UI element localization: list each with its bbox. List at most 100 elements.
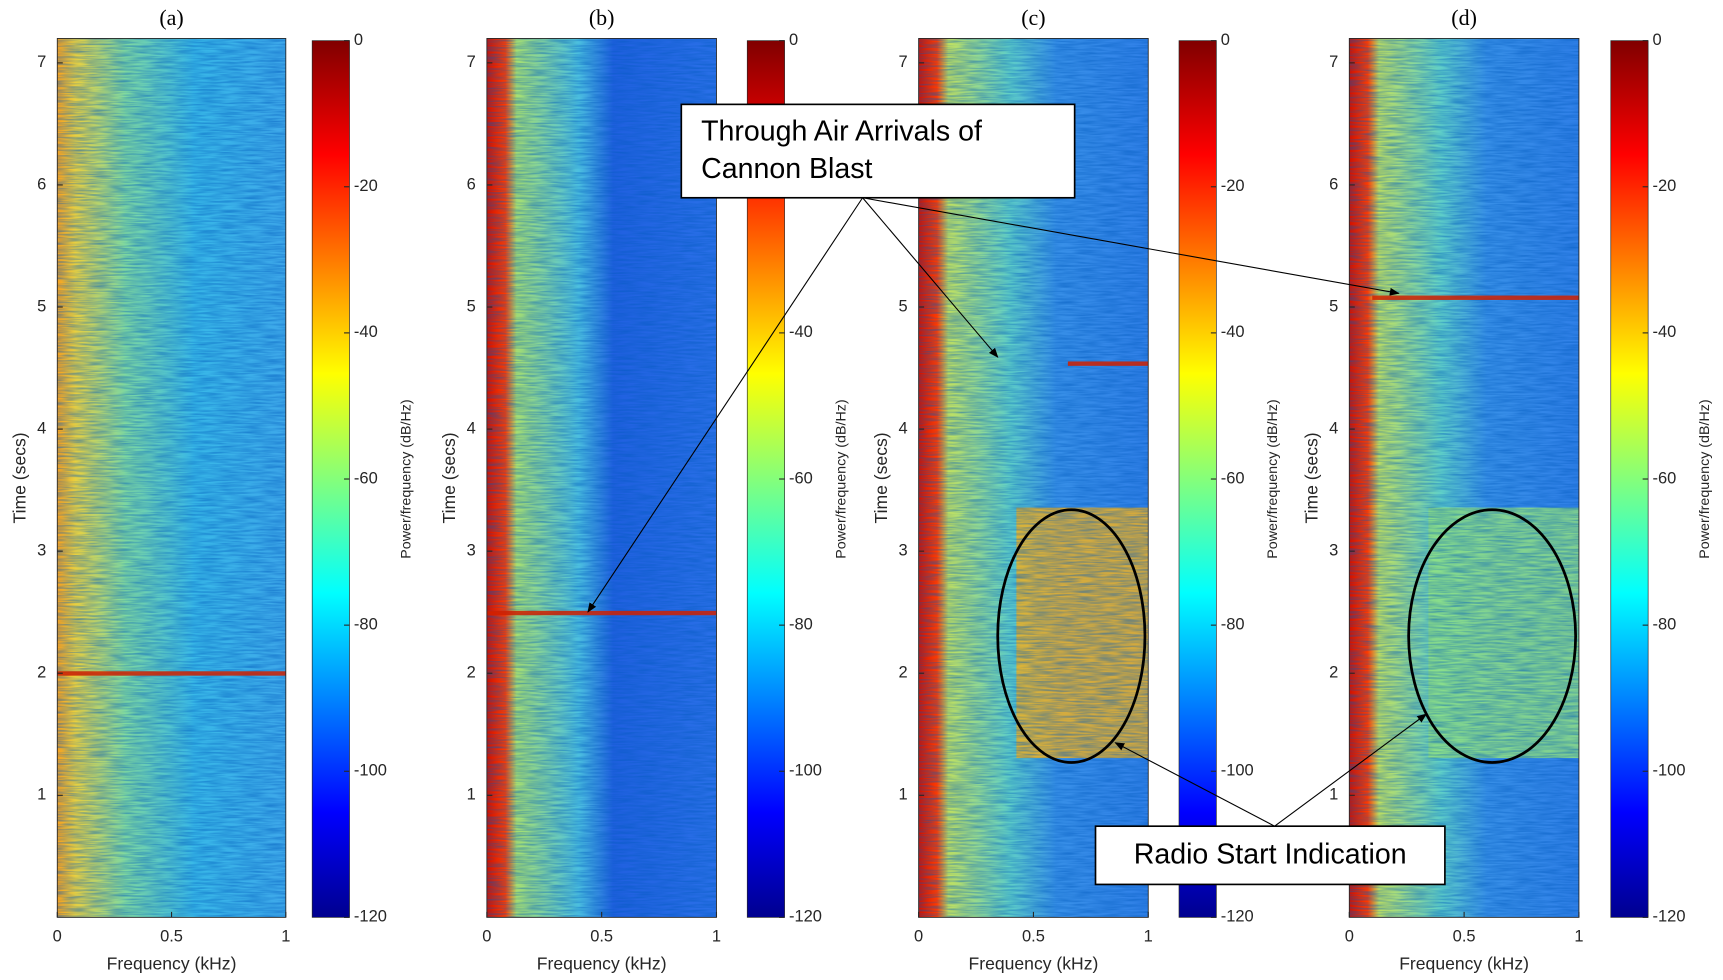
colorbar-label: Power/frequency (dB/Hz) [833, 399, 849, 558]
colorbar-tick-label: -120 [1221, 908, 1254, 926]
y-tick-label: 4 [898, 419, 907, 437]
panel-title: (c) [1021, 5, 1045, 30]
callout-text: Radio Start Indication [1134, 838, 1407, 870]
y-tick-label: 3 [1329, 542, 1338, 560]
spectrogram-texture [1349, 38, 1579, 918]
colorbar-tick-label: 0 [354, 31, 363, 49]
y-tick-label: 5 [467, 297, 476, 315]
colorbar-label: Power/frequency (dB/Hz) [398, 399, 414, 558]
y-tick-label: 6 [1329, 175, 1338, 193]
colorbar-tick-label: -20 [354, 177, 378, 195]
colorbar-tick-label: -100 [1221, 762, 1254, 780]
x-tick-label: 0.5 [160, 927, 183, 945]
y-tick-label: 3 [37, 542, 46, 560]
colorbar-label: Power/frequency (dB/Hz) [1697, 399, 1713, 558]
y-axis-label: Time (secs) [871, 432, 891, 523]
panel: (a) 0 0.5 1 1 2 3 4 5 6 7 Frequency (kHz) Time (secs… [10, 5, 415, 973]
colorbar-tick-label: -120 [789, 908, 822, 926]
ellipse-marker [996, 508, 1147, 764]
colorbar-tick-label: -100 [354, 762, 387, 780]
y-axis-label: Time (secs) [1302, 432, 1322, 523]
y-tick-label: 6 [37, 175, 46, 193]
arrow [1274, 713, 1428, 827]
colorbar-tick-label: -100 [1653, 762, 1686, 780]
y-tick-label: 2 [467, 664, 476, 682]
blast-line [486, 610, 717, 616]
colorbar-tick-label: -80 [1221, 615, 1245, 633]
colorbar-tick-label: -60 [1653, 469, 1677, 487]
x-tick-label: 1 [712, 927, 721, 945]
spectrogram-texture [486, 38, 717, 918]
ellipse-marker [1407, 508, 1577, 764]
y-tick-label: 4 [37, 419, 46, 437]
y-axis-label: Time (secs) [439, 432, 459, 523]
y-axis-label: Time (secs) [10, 432, 30, 523]
y-tick-label: 2 [1329, 664, 1338, 682]
y-tick-label: 3 [467, 542, 476, 560]
colorbar-tick-label: -20 [1653, 177, 1677, 195]
colorbar-tick-label: -80 [354, 615, 378, 633]
panel-title: (a) [159, 5, 183, 30]
colorbar-tick-label: -40 [1653, 323, 1677, 341]
y-tick-label: 3 [898, 542, 907, 560]
panel: (d) 0 0.5 1 1 2 3 4 5 6 7 Frequency (kHz) Time (secs… [1302, 5, 1713, 973]
x-axis-label: Frequency (kHz) [1399, 953, 1529, 973]
colorbar-tick-label: -40 [789, 323, 813, 341]
x-tick-label: 1 [1144, 927, 1153, 945]
x-tick-label: 0 [53, 927, 62, 945]
y-tick-label: 7 [467, 53, 476, 71]
colorbar [1178, 40, 1217, 918]
y-tick-label: 1 [467, 786, 476, 804]
y-tick-label: 1 [898, 786, 907, 804]
colorbar [311, 40, 350, 918]
arrow [862, 197, 999, 358]
y-tick-label: 6 [467, 175, 476, 193]
callout-box [1094, 825, 1446, 886]
x-tick-label: 0 [914, 927, 923, 945]
colorbar-tick-label: -60 [789, 469, 813, 487]
colorbar-tick-label: -80 [789, 615, 813, 633]
panels: (a) 0 0.5 1 1 2 3 4 5 6 7 Frequency (kHz) Time (secs… [10, 5, 1713, 973]
x-tick-label: 0 [482, 927, 491, 945]
x-tick-label: 0.5 [1453, 927, 1476, 945]
colorbar-tick-label: -40 [1221, 323, 1245, 341]
y-tick-label: 1 [1329, 786, 1338, 804]
callout-text: Through Air Arrivals of [701, 115, 982, 147]
y-tick-label: 7 [1329, 53, 1338, 71]
blast-line [57, 671, 286, 676]
arrow [1114, 742, 1275, 827]
colorbar-label: Power/frequency (dB/Hz) [1265, 399, 1281, 558]
blast-line [1067, 361, 1149, 366]
callouts: Through Air Arrivals of Cannon Blast Rad… [587, 103, 1446, 886]
x-tick-label: 1 [281, 927, 290, 945]
x-tick-label: 0 [1345, 927, 1354, 945]
colorbar [1610, 40, 1649, 918]
y-tick-label: 2 [898, 664, 907, 682]
x-axis-label: Frequency (kHz) [537, 953, 667, 973]
y-tick-label: 1 [37, 786, 46, 804]
blast-line [1372, 295, 1579, 300]
colorbar-tick-label: -120 [1653, 908, 1686, 926]
colorbar-tick-label: -60 [1221, 469, 1245, 487]
colorbar-tick-label: -80 [1653, 615, 1677, 633]
x-axis-label: Frequency (kHz) [969, 953, 1099, 973]
y-tick-label: 2 [37, 664, 46, 682]
colorbar-tick-label: -20 [1221, 177, 1245, 195]
callout-box [680, 103, 1076, 199]
colorbar-tick-label: 0 [1221, 31, 1230, 49]
callout-text: Cannon Blast [701, 153, 872, 185]
y-tick-label: 5 [37, 297, 46, 315]
panel: (b) 0 0.5 1 1 2 3 4 5 6 7 Frequency (kHz) Time (secs… [439, 5, 849, 973]
colorbar-tick-label: -40 [354, 323, 378, 341]
colorbar-tick-label: 0 [789, 31, 798, 49]
y-tick-label: 4 [467, 419, 476, 437]
colorbar-tick-label: 0 [1653, 31, 1662, 49]
arrow [587, 197, 864, 613]
colorbar-tick-label: -60 [354, 469, 378, 487]
x-tick-label: 1 [1574, 927, 1583, 945]
y-tick-label: 5 [898, 297, 907, 315]
arrow [862, 197, 1400, 296]
panel-title: (d) [1451, 5, 1477, 30]
colorbar-tick-label: -120 [354, 908, 387, 926]
